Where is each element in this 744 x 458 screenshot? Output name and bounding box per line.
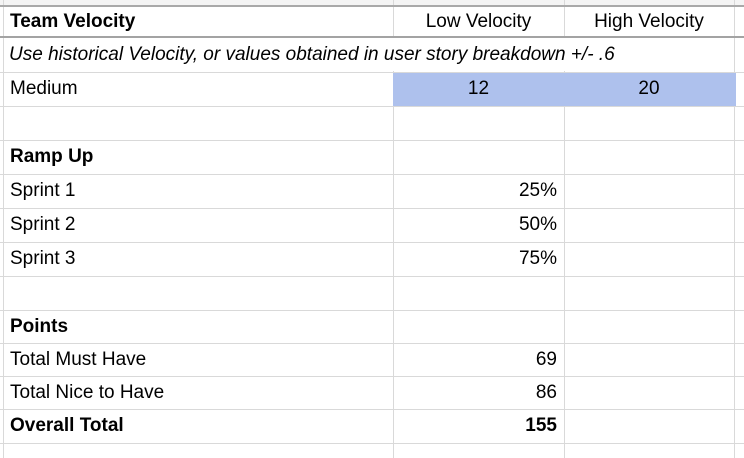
gridline-col-bc	[564, 0, 565, 458]
cell-sprint-2-value[interactable]: 50%	[518, 214, 557, 235]
gridline-row	[0, 208, 744, 209]
gridline-row	[0, 276, 744, 277]
cell-low-velocity-header[interactable]: Low Velocity	[425, 11, 532, 32]
cell-sprint-3-value[interactable]: 75%	[518, 248, 557, 269]
cell-overall-total-label[interactable]: Overall Total	[10, 415, 124, 436]
cell-total-nice-to-have-value[interactable]: 86	[535, 382, 557, 403]
cell-sprint-2-label[interactable]: Sprint 2	[10, 214, 76, 235]
gridline-row	[0, 106, 744, 107]
note-overflow-background	[4, 38, 733, 71]
cell-sprint-3-label[interactable]: Sprint 3	[10, 248, 76, 269]
gridline-row	[0, 443, 744, 444]
gridline-row	[0, 409, 744, 410]
cell-medium-high-value[interactable]: 20	[638, 78, 660, 99]
cell-total-nice-to-have-label[interactable]: Total Nice to Have	[10, 382, 165, 403]
border-header-bottom	[0, 36, 744, 38]
gridline-row	[0, 343, 744, 344]
gridline-row	[0, 242, 744, 243]
cell-overall-total-value[interactable]: 155	[525, 415, 557, 436]
cell-sprint-1-value[interactable]: 25%	[518, 180, 557, 201]
velocity-highlight-fill	[393, 72, 736, 106]
cell-points-section-label[interactable]: Points	[10, 316, 69, 337]
gridline-col-right	[734, 0, 735, 458]
gridline-col-left	[3, 0, 4, 458]
gridline-row	[0, 310, 744, 311]
cell-high-velocity-header[interactable]: High Velocity	[594, 11, 704, 32]
cell-velocity-note[interactable]: Use historical Velocity, or values obtai…	[9, 44, 615, 65]
cell-sprint-1-label[interactable]: Sprint 1	[10, 180, 76, 201]
gridline-row	[0, 140, 744, 141]
gridline-row	[0, 376, 744, 377]
cell-total-must-have-value[interactable]: 69	[535, 349, 557, 370]
cell-medium-low-value[interactable]: 12	[467, 78, 490, 99]
cell-total-must-have-label[interactable]: Total Must Have	[10, 349, 147, 370]
gridline-col-ab	[393, 0, 394, 458]
cell-medium-label[interactable]: Medium	[10, 78, 78, 99]
top-partial-row	[0, 0, 744, 5]
border-top-dark	[0, 5, 744, 7]
gridline-row	[0, 72, 744, 73]
cell-ramp-up-section-label[interactable]: Ramp Up	[10, 146, 94, 167]
gridline-row	[0, 174, 744, 175]
cell-team-velocity-title[interactable]: Team Velocity	[10, 11, 136, 32]
